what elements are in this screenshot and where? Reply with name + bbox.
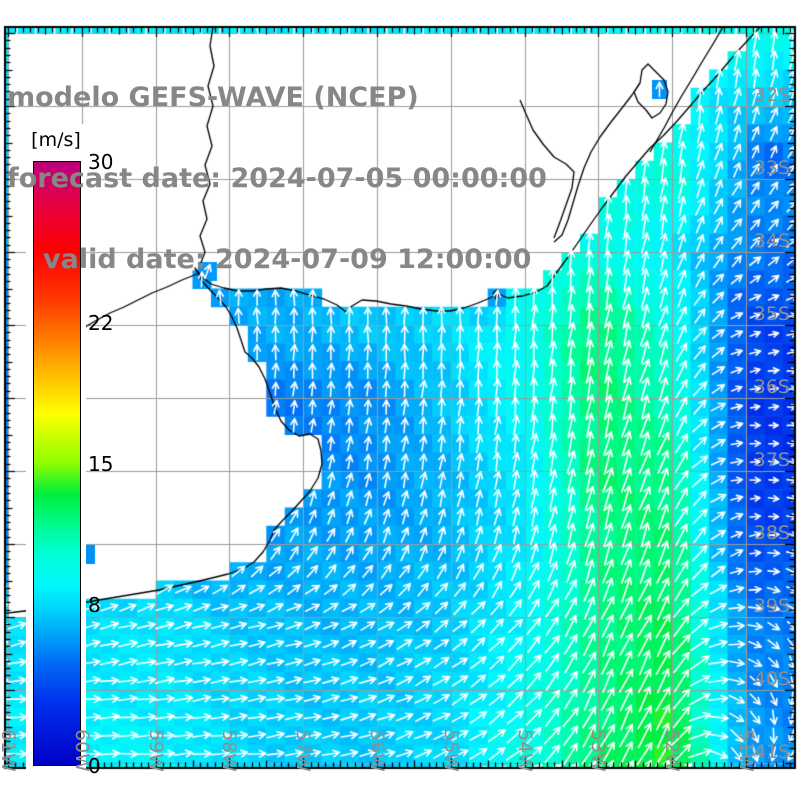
valid-date: valid date: 2024-07-09 12:00:00 [43,244,532,275]
lat-axis-label: 39S [753,595,790,617]
colorbar-tick-15: 15 [88,452,114,476]
title-block: modelo GEFS-WAVE (NCEP) forecast date: 2… [7,30,547,327]
lat-axis-label: 35S [753,303,790,325]
lon-axis-label: 60W [70,729,93,772]
colorbar [26,124,86,770]
forecast-date: forecast date: 2024-07-05 00:00:00 [7,163,547,194]
lon-axis-label: 61W [0,729,19,772]
colorbar-gradient [33,161,81,766]
lat-axis-label: 34S [753,230,790,252]
colorbar-tick-8: 8 [88,593,101,617]
colorbar-tick-30: 30 [88,150,114,174]
lat-axis-label: 33S [753,157,790,179]
lat-axis-label: 36S [753,376,790,398]
lon-axis-label: 53W [587,729,610,772]
colorbar-tick-0: 0 [88,754,101,778]
lon-axis-label: 51W [735,729,757,772]
lon-axis-label: 54W [513,729,536,772]
lon-axis-label: 52W [661,729,684,772]
colorbar-unit-label: [m/s] [31,129,81,151]
lon-axis-label: 55W [439,729,462,772]
lat-axis-label: 41S [753,741,790,763]
lat-axis-label: 38S [753,522,790,544]
lon-axis-label: 58W [218,729,241,772]
lon-axis-label: 57W [292,729,315,772]
lat-axis-label: 37S [753,449,790,471]
lon-axis-label: 59W [144,729,167,772]
lat-axis-label: 32S [753,84,790,106]
colorbar-tick-22: 22 [88,311,114,335]
lon-axis-label: 56W [366,729,388,772]
model-title: modelo GEFS-WAVE (NCEP) [7,82,419,113]
lat-axis-label: 40S [753,668,790,690]
